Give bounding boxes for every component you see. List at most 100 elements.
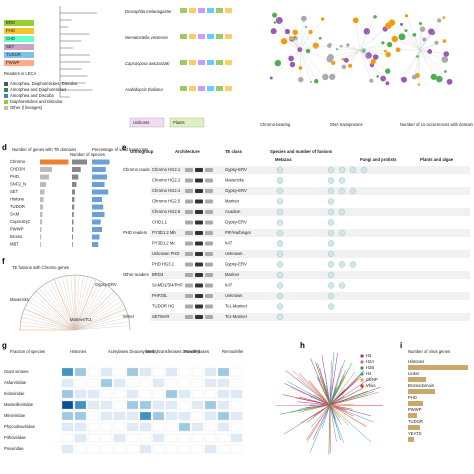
- legend-dot: [360, 366, 364, 370]
- row-bg: [150, 250, 470, 258]
- heat-cell: [178, 444, 191, 454]
- label: Capsaspora owczarzaki: [125, 61, 171, 66]
- node: [395, 47, 401, 53]
- bar: [40, 242, 41, 247]
- fusion: [349, 261, 357, 268]
- edge: [406, 15, 421, 51]
- tree-branch: [322, 379, 331, 406]
- domain: [225, 34, 232, 39]
- tree-branch: [42, 285, 76, 331]
- domain: [198, 60, 205, 65]
- node: [272, 12, 278, 18]
- edge: [346, 49, 361, 61]
- domain: [195, 189, 203, 193]
- edge: [287, 31, 301, 51]
- bar: [72, 167, 81, 172]
- edge: [330, 49, 361, 58]
- fusion: [338, 208, 346, 216]
- heat-cell: [87, 389, 100, 399]
- heat-cell: [74, 411, 87, 421]
- edge: [343, 49, 361, 67]
- heat-cell: [100, 444, 113, 454]
- label: Gypsy-ERV: [95, 282, 117, 287]
- heat-cell: [230, 367, 243, 377]
- heat-cell: [113, 400, 126, 410]
- node: [320, 17, 325, 21]
- node: [443, 51, 450, 57]
- bar: [408, 401, 423, 406]
- legend-swatch: [4, 82, 8, 86]
- label: Amorphea and Discoba: [10, 93, 54, 98]
- row-bg: [150, 166, 470, 174]
- tree-branch: [46, 283, 76, 331]
- row-bg: [150, 292, 470, 300]
- node: [422, 37, 427, 42]
- tree-branch: [312, 404, 331, 440]
- edge: [417, 49, 421, 76]
- domain: [216, 86, 223, 91]
- heat-cell: [152, 400, 165, 410]
- heat-cell: [178, 389, 191, 399]
- panel-letter: f: [2, 257, 5, 266]
- group-label: Chromo readers: [123, 167, 153, 172]
- node: [308, 29, 313, 35]
- legend-swatch: [4, 106, 8, 110]
- heat-cell: [191, 367, 204, 377]
- heat-cell: [152, 444, 165, 454]
- node: [270, 28, 277, 35]
- label: Marseilleviridae: [4, 402, 34, 407]
- heat-cell: [126, 367, 139, 377]
- tree-branch: [329, 404, 349, 426]
- heat-cell: [74, 389, 87, 399]
- node: [419, 26, 426, 33]
- tree-branch: [309, 396, 331, 406]
- domain: [189, 34, 196, 39]
- domain: [195, 252, 203, 256]
- fusion: [327, 219, 335, 226]
- tag: [4, 28, 34, 34]
- heat-cell: [191, 411, 204, 421]
- label: PWWP: [6, 60, 20, 65]
- tree-branch: [53, 279, 76, 331]
- label: Academ: [225, 209, 241, 214]
- label: H2A: [366, 359, 374, 364]
- heat-cell: [204, 411, 217, 421]
- node: [385, 81, 390, 86]
- column-header: Orthogroup: [130, 149, 154, 154]
- label: Virus: [366, 383, 375, 388]
- label: Phycodnaviridae: [4, 424, 36, 429]
- bar: [92, 159, 110, 165]
- label: BRD3: [152, 272, 164, 277]
- tree-branch: [329, 403, 355, 406]
- domain: [205, 252, 213, 256]
- edge: [359, 42, 383, 51]
- label: Histones: [408, 359, 424, 364]
- row-bg: [150, 281, 470, 290]
- tree-branch: [329, 404, 348, 412]
- fusion: [276, 177, 284, 184]
- domain: [185, 294, 193, 298]
- bar: [72, 197, 75, 202]
- row-bg: [150, 218, 470, 227]
- heat-cell: [217, 411, 230, 421]
- axis-title: Number of virus genes: [408, 349, 450, 354]
- label: Unknown: [225, 251, 243, 256]
- node: [352, 17, 359, 24]
- label: Diaphoretickes and Discoba: [10, 99, 63, 104]
- tree-branch: [329, 404, 367, 427]
- bar: [92, 242, 99, 247]
- bar: [72, 227, 74, 232]
- column-header: Methyltransferases Demethylases: [146, 349, 209, 354]
- heat-cell: [152, 411, 165, 421]
- heat-cell: [191, 444, 204, 454]
- fusion: [338, 261, 346, 268]
- fusion: [276, 282, 284, 289]
- domain: [185, 189, 193, 193]
- fusion: [338, 229, 346, 237]
- tree-branch: [329, 404, 337, 442]
- label: Amorphea and Diaphoretickes: [10, 87, 66, 92]
- column-header: Remodeller: [222, 349, 244, 354]
- tree-branch: [74, 283, 104, 331]
- bar: [40, 182, 46, 187]
- label: TUDOR: [408, 419, 423, 424]
